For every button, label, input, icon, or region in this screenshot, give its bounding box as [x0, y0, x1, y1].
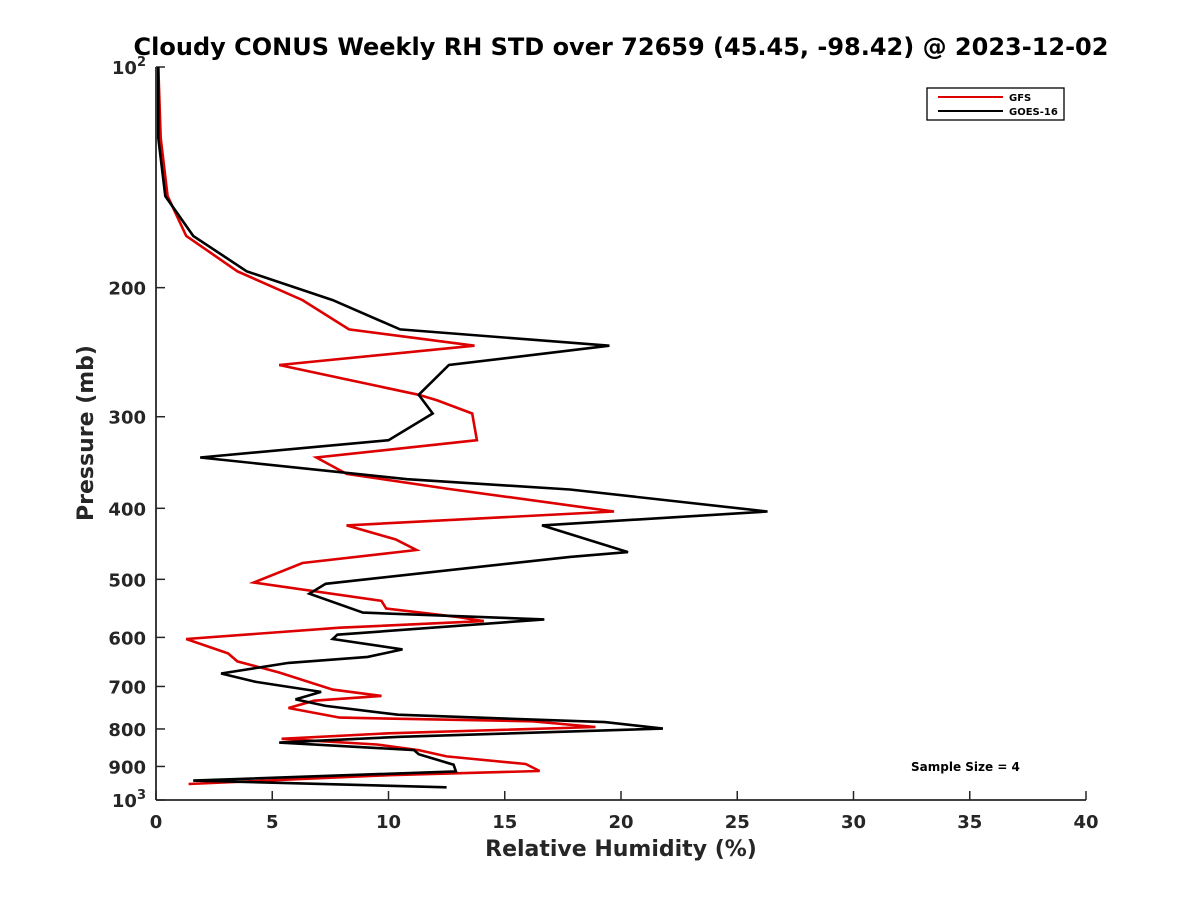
legend-box — [926, 87, 1065, 121]
y-tick-label: 300 — [108, 408, 146, 429]
y-tick-label: 700 — [108, 677, 146, 698]
x-tick-label: 30 — [841, 812, 866, 833]
y-tick-label: 200 — [108, 279, 146, 300]
chart-title: Cloudy CONUS Weekly RH STD over 72659 (4… — [134, 33, 1109, 61]
y-tick-label: 800 — [108, 720, 146, 741]
series-line-goes16 — [157, 67, 768, 789]
x-tick-label: 35 — [957, 812, 982, 833]
x-tick-label: 0 — [150, 812, 163, 833]
x-tick-label: 10 — [376, 812, 401, 833]
y-tick-label: 500 — [108, 570, 146, 591]
axes — [155, 67, 1086, 801]
y-axis-label: Pressure (mb) — [74, 345, 99, 521]
y-tick-label: 900 — [108, 757, 146, 778]
y-tick-label: 600 — [108, 628, 146, 649]
x-tick-label: 20 — [608, 812, 633, 833]
x-axis-label: Relative Humidity (%) — [485, 837, 757, 862]
x-tick-label: 40 — [1073, 812, 1098, 833]
y-tick-label: 400 — [108, 499, 146, 520]
x-tick-label: 15 — [492, 812, 517, 833]
legend: GFS GOES-16 — [926, 87, 1065, 121]
sample-size-annotation: Sample Size = 4 — [911, 760, 1020, 774]
x-tick-label: 25 — [725, 812, 750, 833]
legend-label-gfs: GFS — [1009, 93, 1031, 104]
series-line-gfs — [157, 66, 615, 786]
y-tick-label: 103 — [112, 788, 146, 812]
y-tick-label: 102 — [112, 55, 146, 79]
y-ticks: 102 200 300 400 500 600 700 800 900 103 — [108, 55, 165, 812]
series-layer — [157, 66, 768, 789]
x-ticks: 0 5 10 15 20 25 30 35 40 — [150, 791, 1099, 833]
x-tick-label: 5 — [266, 812, 279, 833]
legend-label-goes16: GOES-16 — [1009, 107, 1058, 118]
